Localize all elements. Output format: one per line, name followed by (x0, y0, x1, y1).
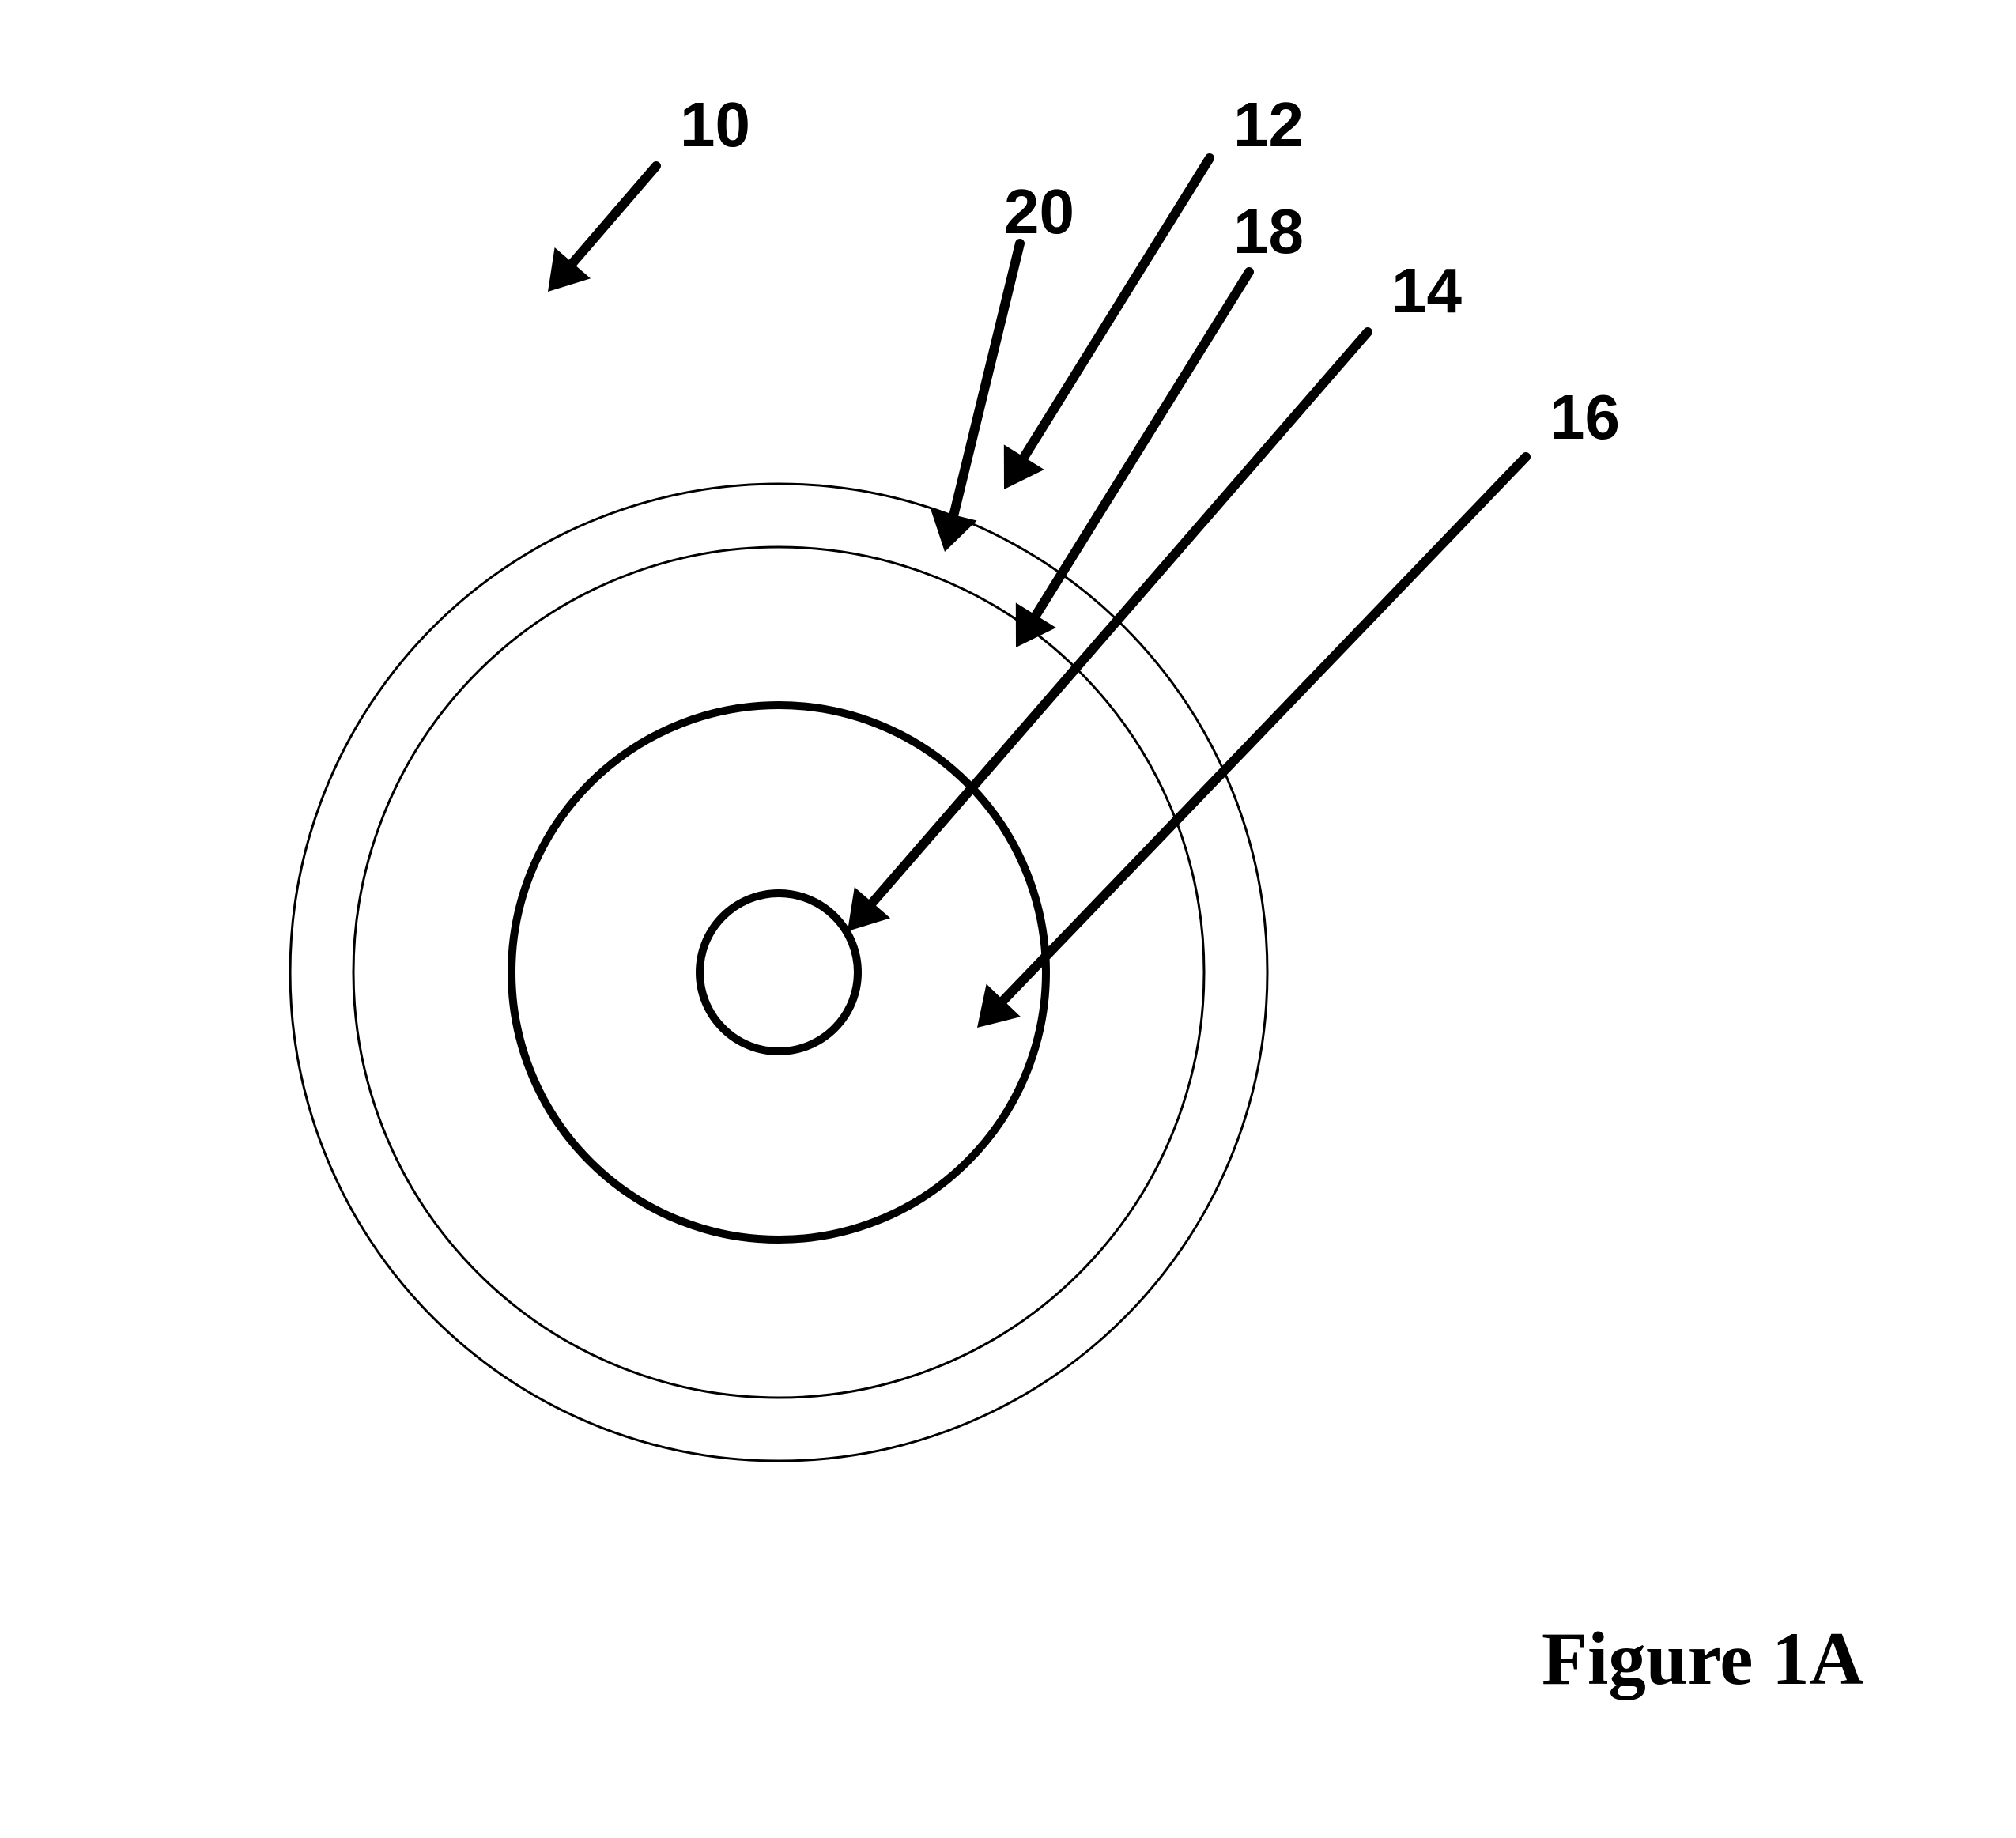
arrow-14-shaft (872, 332, 1368, 903)
label-16: 16 (1550, 382, 1620, 452)
label-12: 12 (1233, 89, 1304, 160)
label-18: 18 (1233, 196, 1304, 266)
label-14: 14 (1391, 255, 1462, 326)
figure-caption: Figure 1A (1542, 1617, 1863, 1700)
label-10: 10 (680, 89, 750, 160)
ring-center-ring (700, 893, 858, 1051)
concentric-circles (290, 484, 1267, 1461)
label-20: 20 (1004, 176, 1074, 247)
ring-outer-ring-outer (290, 484, 1267, 1461)
ring-mid-ring (512, 705, 1046, 1240)
arrow-18-shaft (1036, 272, 1249, 615)
arrow-20-head (931, 509, 976, 552)
arrow-10-shaft (572, 166, 656, 263)
callout-labels: 10 12 20 18 14 16 (680, 89, 1620, 452)
